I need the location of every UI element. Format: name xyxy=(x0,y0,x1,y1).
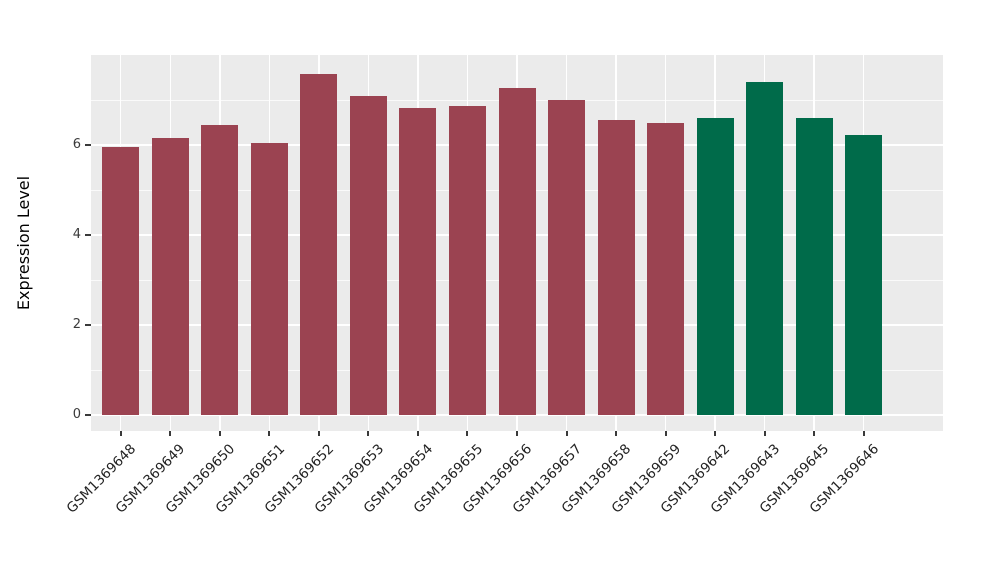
bar-GSM1369648 xyxy=(102,147,140,415)
y-tick-label: 0 xyxy=(72,407,81,422)
bar-GSM1369643 xyxy=(746,81,784,415)
bar-GSM1369658 xyxy=(597,119,635,415)
bar-GSM1369652 xyxy=(300,73,338,415)
y-axis-tick xyxy=(85,234,91,236)
x-axis-tick xyxy=(714,431,717,436)
major-gridline xyxy=(91,414,943,416)
bar-GSM1369653 xyxy=(349,95,387,415)
x-axis-tick xyxy=(862,431,865,436)
bar-GSM1369646 xyxy=(845,135,883,415)
plot-panel xyxy=(91,55,943,431)
x-axis-tick xyxy=(516,431,518,436)
y-tick-label: 2 xyxy=(72,317,81,332)
bar-GSM1369656 xyxy=(498,87,536,415)
x-axis-tick xyxy=(615,431,618,436)
x-axis-tick xyxy=(565,431,568,436)
x-axis-tick xyxy=(466,431,469,436)
x-axis-tick xyxy=(169,431,172,436)
x-axis-tick xyxy=(317,431,320,436)
bar-GSM1369655 xyxy=(448,105,486,415)
y-tick-label: 6 xyxy=(72,137,81,152)
x-axis-tick xyxy=(119,431,122,436)
x-axis-tick xyxy=(664,431,667,436)
y-axis-tick xyxy=(85,414,91,416)
x-axis-tick xyxy=(367,431,370,436)
bar-GSM1369657 xyxy=(548,100,586,415)
bar-GSM1369654 xyxy=(399,108,437,415)
bar-GSM1369651 xyxy=(250,142,288,415)
bar-GSM1369645 xyxy=(795,118,833,415)
bar-GSM1369659 xyxy=(647,122,685,415)
y-axis-title: Expression Level xyxy=(14,175,33,311)
x-axis-tick xyxy=(416,431,419,436)
x-axis-tick xyxy=(813,431,816,436)
x-axis-tick xyxy=(218,431,221,436)
bar-GSM1369650 xyxy=(201,124,239,415)
bar-GSM1369642 xyxy=(696,118,734,415)
y-tick-label: 4 xyxy=(72,227,81,242)
x-axis-tick xyxy=(763,431,766,436)
y-axis-tick xyxy=(85,324,91,326)
x-axis-tick xyxy=(268,431,271,436)
y-axis-tick xyxy=(85,144,91,146)
bar-GSM1369649 xyxy=(151,137,189,415)
